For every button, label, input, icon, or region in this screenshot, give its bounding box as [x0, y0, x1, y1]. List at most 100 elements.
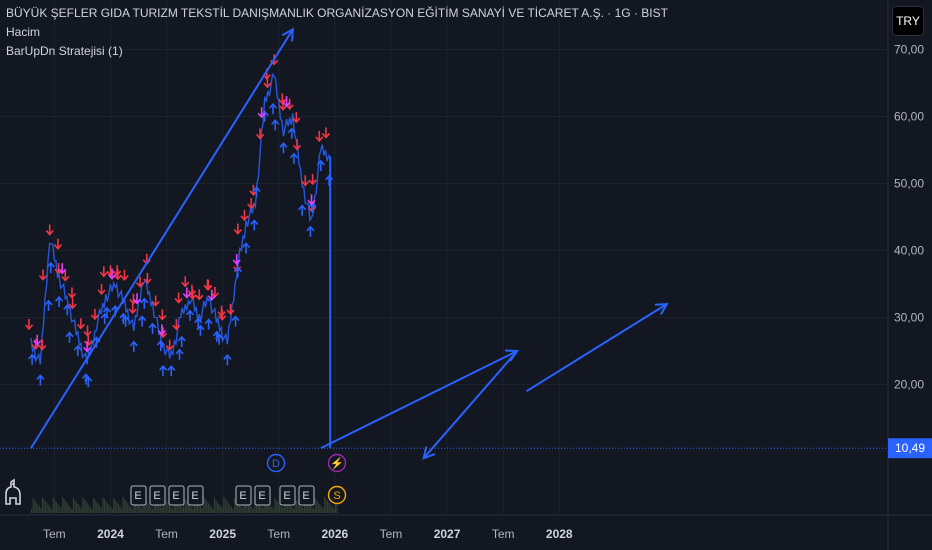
volume-bar [100, 508, 102, 513]
volume-bar [74, 500, 76, 513]
earnings-badge[interactable] [130, 485, 147, 506]
x-tick-label: 2027 [434, 527, 461, 541]
short-marker [61, 270, 70, 282]
split-badge[interactable] [327, 485, 347, 505]
volume-bar [336, 500, 338, 513]
volume-bar [139, 506, 141, 513]
volume-bar [248, 503, 250, 513]
projection-arrow-2-head [422, 446, 436, 460]
event-badge-label: E [172, 490, 179, 502]
volume-bar [116, 502, 118, 513]
short-marker [68, 298, 77, 310]
volume-bar [275, 500, 278, 513]
volume-bar [44, 501, 47, 513]
volume-bar [325, 499, 327, 513]
short-marker [113, 269, 122, 281]
volume-bar [201, 508, 203, 513]
volume-bar [234, 498, 236, 513]
long-marker [316, 159, 325, 171]
earnings-badge[interactable] [235, 485, 252, 506]
short-marker [38, 339, 47, 351]
long-marker [73, 344, 82, 357]
short-marker [181, 276, 190, 288]
volume-bar [65, 501, 67, 513]
symbol-title[interactable]: BÜYÜK ŞEFLER GIDA TURIZM TEKSTİL DANIŞMA… [6, 6, 668, 20]
volume-bar [220, 506, 222, 513]
short-marker [226, 303, 235, 316]
volume-bar [314, 498, 316, 513]
volume-bar [189, 505, 191, 513]
x-tick-label: Tem [43, 527, 66, 541]
event-badge-label: E [239, 490, 246, 502]
volume-bar [119, 506, 121, 513]
volume-bar [319, 504, 321, 513]
long-marker [306, 225, 315, 237]
earnings-badge[interactable] [187, 485, 204, 506]
long-marker [63, 304, 72, 316]
projection-arrow-3[interactable] [526, 303, 668, 393]
volume-bar [108, 505, 110, 513]
volume-bar [89, 507, 92, 513]
volume-bar [255, 500, 257, 513]
volume-bar [215, 500, 217, 513]
volume-bar [302, 508, 304, 513]
projection-arrow-1[interactable] [320, 350, 518, 450]
volume-bar [125, 501, 127, 513]
projection-arrow-2[interactable] [422, 350, 518, 459]
earnings-badge[interactable] [149, 485, 166, 506]
x-tick-label: Tem [492, 527, 515, 541]
dividend-badge[interactable] [266, 453, 286, 473]
volume-bar [137, 504, 140, 513]
volume-bar [227, 503, 230, 513]
volume-bar [300, 506, 302, 513]
long-marker [204, 318, 213, 330]
trend-arrow-up[interactable] [30, 28, 294, 449]
long-marker [129, 340, 138, 352]
long-marker [148, 322, 157, 334]
volume-bar [91, 509, 93, 513]
volume-bar [288, 503, 290, 513]
long-marker [241, 242, 251, 254]
volume-bar [117, 504, 119, 513]
volume-bar [280, 506, 282, 513]
volume-bar [168, 505, 171, 513]
volume-bar [103, 499, 106, 513]
long-marker [252, 186, 261, 198]
long-marker [231, 315, 240, 327]
earnings-badge[interactable] [298, 485, 315, 506]
volume-bar [241, 508, 243, 513]
long-marker [121, 315, 130, 327]
volume-bar [49, 507, 51, 513]
volume-bar [265, 499, 267, 513]
earnings-badge[interactable] [279, 485, 296, 506]
volume-bar [63, 499, 65, 513]
long-marker [223, 354, 232, 366]
volume-bar [96, 502, 98, 513]
last-price-label: 10,49 [895, 441, 925, 455]
long-marker [175, 348, 184, 360]
last-price-label-bg [888, 438, 932, 459]
earnings-badge[interactable] [168, 485, 185, 506]
short-marker [76, 318, 85, 330]
long-marker [268, 103, 278, 115]
indicator-volume[interactable]: Hacim [6, 25, 41, 39]
volume-bar [181, 508, 183, 513]
indicator-strategy[interactable]: BarUpDn Stratejisi (1) [6, 44, 123, 58]
short-marker [292, 112, 301, 124]
y-tick-label: 20,00 [894, 378, 924, 392]
volume-bar [184, 499, 186, 513]
currency-button[interactable]: TRY [892, 6, 924, 36]
volume-bar [69, 507, 71, 513]
exit-marker [132, 293, 142, 305]
volume-bar [199, 506, 202, 513]
short-marker [84, 335, 93, 347]
volume-bar [221, 508, 223, 513]
earnings-badge[interactable] [254, 485, 271, 506]
exit-marker [282, 96, 291, 108]
split-badge[interactable] [327, 453, 347, 473]
volume-bar [151, 509, 154, 513]
long-marker [233, 266, 242, 278]
volume-bar [94, 500, 96, 513]
volume-bar [192, 509, 194, 513]
